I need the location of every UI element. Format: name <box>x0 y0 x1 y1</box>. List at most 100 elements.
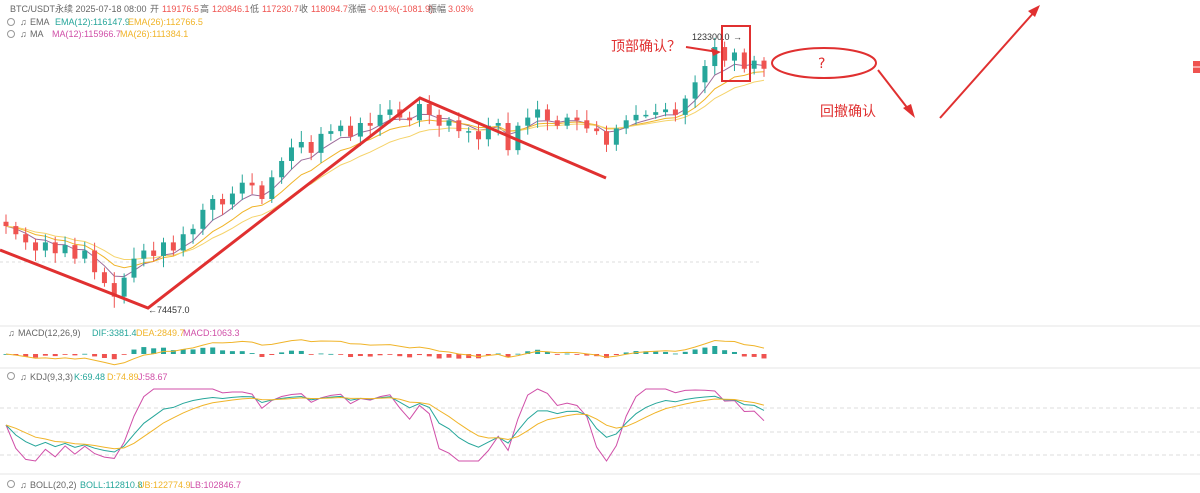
macd-bar <box>131 349 137 354</box>
candle-body <box>229 193 235 205</box>
bell-icon: ♫ <box>20 17 27 27</box>
macd-bar <box>92 354 98 357</box>
candle-body <box>239 182 245 194</box>
candle-body <box>279 160 285 178</box>
bell-icon: ♫ <box>20 372 27 382</box>
candle-body <box>446 120 452 126</box>
d-value: D:74.89 <box>107 372 139 382</box>
chevron-down-icon[interactable] <box>7 18 15 26</box>
macd-bar <box>151 348 157 354</box>
macd-bar <box>190 349 196 354</box>
boll-name: BOLL(20,2) <box>30 480 77 490</box>
macd-bar <box>731 351 737 354</box>
symbol-line: BTC/USDT永续 2025-07-18 08:00 <box>10 3 147 14</box>
macd-bar <box>564 353 570 355</box>
candle-body <box>13 226 19 235</box>
open-label: 开 <box>150 4 159 14</box>
candle-body <box>603 131 609 145</box>
ema-name: EMA <box>30 17 50 27</box>
macd-bar <box>288 350 294 354</box>
macd-value: MACD:1063.3 <box>183 328 240 338</box>
macd-bar <box>535 349 541 354</box>
change-label: 涨幅 <box>348 3 366 14</box>
ub-value: UB:122774.9 <box>138 480 191 490</box>
candle-body <box>52 242 58 254</box>
macd-bar <box>515 353 521 355</box>
close-label: 收 <box>299 3 308 14</box>
candle-body <box>308 142 314 153</box>
dif-line <box>5 339 765 366</box>
candle-body <box>633 114 639 121</box>
macd-bar <box>210 347 216 354</box>
candle-body <box>161 242 167 256</box>
macd-bar <box>751 354 757 357</box>
candle-body <box>682 98 688 115</box>
ma-legend[interactable]: ♫ MA MA(12):115966.7 MA(26):111384.1 <box>7 29 189 39</box>
chevron-down-icon[interactable] <box>7 30 15 38</box>
ema-legend[interactable]: ♫ EMA EMA(12):116147.9 EMA(26):112766.5 <box>7 17 203 27</box>
candle-body <box>269 177 275 199</box>
macd-bar <box>505 354 511 358</box>
macd-bar <box>584 354 590 356</box>
macd-bar <box>121 354 127 355</box>
kdj-name: KDJ(9,3,3) <box>30 372 73 382</box>
ema26-line <box>5 71 765 269</box>
macd-bar <box>141 347 147 354</box>
macd-bar <box>485 354 491 356</box>
arrow-head-icon <box>903 104 915 118</box>
candle-body <box>33 242 39 251</box>
candle-body <box>121 277 127 297</box>
change-value: -0.91%(-1081.9) <box>368 4 433 14</box>
top-highlight-box <box>721 25 751 82</box>
macd-bar <box>42 354 48 356</box>
macd-bar <box>761 354 767 359</box>
candle-body <box>613 128 619 145</box>
candle-body <box>141 250 147 259</box>
macd-bar <box>446 354 452 358</box>
candle-body <box>131 258 137 278</box>
candle-body <box>259 185 265 199</box>
macd-bar <box>348 354 354 358</box>
candle-body <box>554 120 560 126</box>
ma26-line <box>5 79 765 261</box>
macd-bar <box>377 354 383 356</box>
macd-histogram <box>3 339 767 366</box>
candle-body <box>544 109 550 121</box>
chevron-down-icon[interactable] <box>7 480 15 488</box>
chevron-down-icon[interactable] <box>7 372 15 380</box>
macd-bar <box>623 352 629 354</box>
kdj-lines <box>5 388 765 462</box>
macd-bar <box>52 354 58 357</box>
candle-body <box>623 120 629 129</box>
macd-bar <box>653 351 659 354</box>
macd-legend[interactable]: ♫ MACD(12,26,9) DIF:3381.4 DEA:2849.7 MA… <box>8 328 240 338</box>
high-value: 120846.1 <box>212 4 250 14</box>
boll-legend[interactable]: ♫ BOLL(20,2) BOLL:112810.8 UB:122774.9 L… <box>7 480 242 490</box>
ema12-value: EMA(12):116147.9 <box>55 17 130 27</box>
macd-bar <box>33 354 39 358</box>
candle-body <box>466 131 472 133</box>
candle-body <box>515 125 521 151</box>
candle-body <box>574 117 580 121</box>
macd-bar <box>279 352 285 354</box>
kdj-legend[interactable]: ♫ KDJ(9,3,3) K:69.48 D:74.89 J:58.67 <box>7 372 168 382</box>
candle-body <box>584 120 590 129</box>
candle-body <box>357 123 363 137</box>
macd-bar <box>328 353 334 355</box>
candle-body <box>426 104 432 115</box>
candle-body <box>407 117 413 121</box>
high-label: 高 <box>200 3 209 14</box>
macd-bar <box>259 354 265 357</box>
candle-body <box>328 131 334 134</box>
macd-bar <box>426 354 432 357</box>
macd-bar <box>101 354 107 358</box>
moving-average-lines <box>5 63 765 278</box>
candle-body <box>348 125 354 137</box>
candle-body <box>653 112 659 115</box>
candle-body <box>62 245 68 254</box>
macd-bar <box>220 350 226 354</box>
top-question-label: 顶部确认？ <box>611 39 681 55</box>
ma26-value: MA(26):111384.1 <box>120 29 188 39</box>
macd-bar <box>741 354 747 357</box>
